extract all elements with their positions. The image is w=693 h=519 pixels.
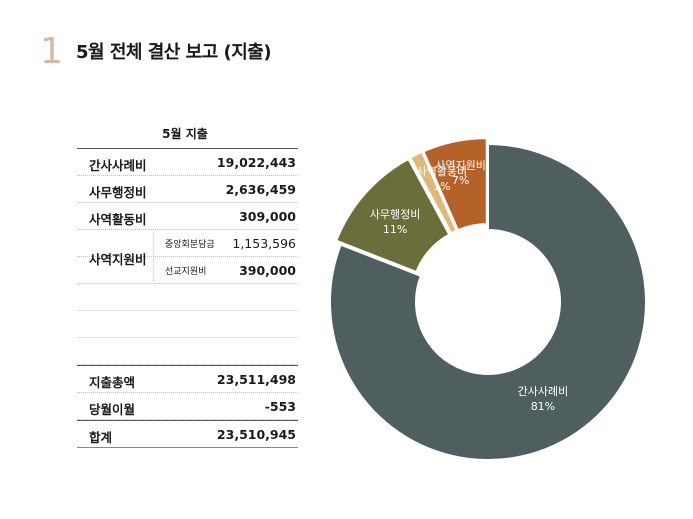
slice-percent: 7% [452,174,469,187]
table-row: 지출총액 23,511,498 [77,365,298,393]
total-label: 합계 [89,430,113,445]
row-label: 당월이월 [89,402,136,417]
pie-slice-1 [329,142,647,461]
slice-percent: 1% [433,180,450,193]
slice-label: 간사사례비 [518,385,569,398]
slice-label: 사역활동비 [417,164,468,178]
pie-slice-4 [422,137,488,232]
group-label: 사역지원비 [89,252,147,267]
row-label: 사역활동비 [89,212,147,227]
table-row: 당월이월 -553 [77,393,298,420]
empty-row [77,284,298,311]
page-title: 5월 전체 결산 보고 (지출) [76,42,272,63]
empty-row [77,338,298,365]
table-row: 중앙회분담금 1,153,596 [77,230,298,257]
slice-percent: 81% [531,400,555,413]
row-value: 23,511,498 [216,372,296,387]
group-divider [153,229,154,281]
slide-number: 1 [40,31,63,72]
sub-row-label: 선교지원비 [165,267,207,277]
total-row: 합계 23,510,945 [77,420,298,448]
row-value: 309,000 [239,209,296,224]
table-row: 선교지원비 390,000 [77,257,298,284]
pie-slice-2 [334,157,451,274]
empty-row [77,311,298,338]
expense-table: 간사사례비 19,022,443 사무행정비 2,636,459 사역활동비 3… [77,148,298,448]
slice-label: 사역지원비 [435,159,486,172]
row-value: -553 [264,399,296,414]
slice-percent: 11% [383,223,407,236]
row-value: 19,022,443 [216,155,296,170]
table-caption: 5월 지출 [162,127,208,141]
pie-slice-3 [408,150,458,235]
slice-label: 사무행정비 [370,208,421,221]
sub-row-value: 1,153,596 [232,236,296,251]
row-label: 간사사례비 [89,158,147,173]
total-value: 23,510,945 [216,427,296,442]
row-value: 2,636,459 [225,182,296,197]
sub-row-value: 390,000 [239,263,296,278]
sub-row-label: 중앙회분담금 [165,240,215,250]
table-row: 간사사례비 19,022,443 [77,149,298,176]
table-row: 사역활동비 309,000 [77,203,298,230]
table-row: 사무행정비 2,636,459 [77,176,298,203]
row-label: 지출총액 [89,375,136,390]
row-label: 사무행정비 [89,185,147,200]
